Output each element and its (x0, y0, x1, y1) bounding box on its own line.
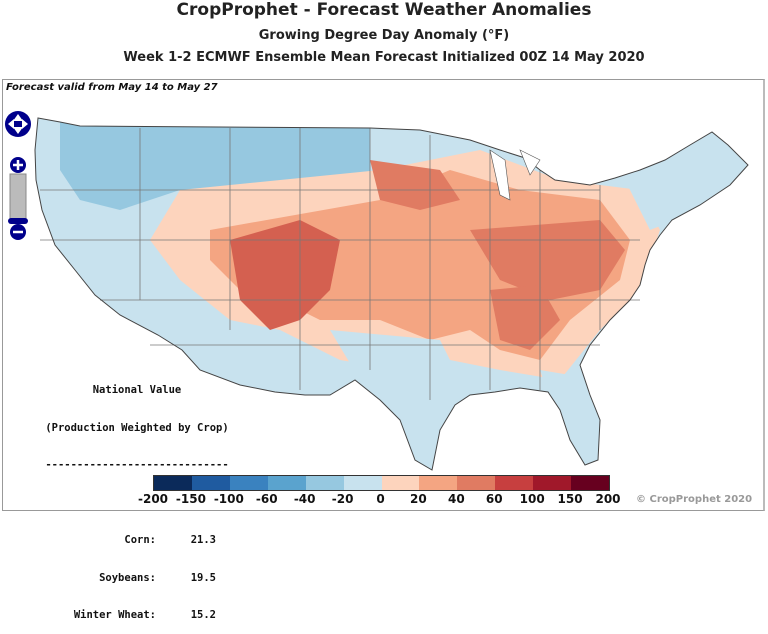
pan-right-icon[interactable] (22, 119, 28, 129)
zoom-out-button[interactable] (10, 224, 26, 240)
national-value-subheading: (Production Weighted by Crop) (45, 421, 229, 434)
zoom-slider-handle[interactable] (8, 218, 28, 224)
legend-swatch (381, 476, 420, 490)
legend-tick-label: -150 (175, 492, 206, 506)
legend-tick-label: 0 (376, 492, 385, 506)
national-value-heading: National Value (92, 384, 182, 396)
legend-tick-label: -200 (137, 492, 169, 506)
crop-label: Winter Wheat: (73, 609, 156, 621)
national-value-divider: ----------------------------- (45, 459, 229, 471)
legend-swatch (419, 476, 458, 490)
region-texas-cool (330, 330, 460, 440)
legend-swatch (495, 476, 534, 490)
region-upper-midwest-warm (370, 160, 460, 210)
crop-value: 19.5 (190, 571, 216, 584)
region-southwest-hot (230, 220, 340, 330)
national-value-row: Soybeans: 19.5 (22, 572, 252, 585)
crop-value: 15.2 (190, 609, 216, 621)
legend-tick-label: 60 (485, 492, 503, 506)
forecast-info: Week 1-2 ECMWF Ensemble Mean Forecast In… (123, 50, 645, 65)
color-legend-bar (153, 475, 610, 491)
legend-swatch (229, 476, 268, 490)
crop-value: 21.3 (190, 534, 216, 546)
forecast-valid-label: Forecast valid from May 14 to May 27 (6, 82, 218, 93)
legend-swatch (267, 476, 306, 490)
legend-swatch (305, 476, 344, 490)
legend-swatch (533, 476, 572, 490)
pan-left-icon[interactable] (8, 119, 14, 129)
pan-control[interactable] (5, 111, 31, 137)
legend-swatch (457, 476, 496, 490)
region-florida-cool (540, 370, 600, 470)
zoom-in-button[interactable] (10, 157, 26, 173)
page-subtitle: Growing Degree Day Anomaly (°F) (258, 28, 510, 43)
state-borders (40, 128, 640, 400)
legend-tick-label: 100 (519, 492, 545, 506)
national-value-row: Winter Wheat: 15.2 (22, 609, 252, 622)
legend-swatch (571, 476, 610, 490)
national-value-row: Corn: 21.3 (22, 534, 252, 547)
legend-tick-label: 20 (410, 492, 427, 506)
region-southeast-warm (490, 285, 560, 350)
legend-tick-label: -40 (293, 492, 316, 506)
pan-down-icon[interactable] (13, 127, 23, 134)
crop-label: Soybeans: (99, 571, 156, 584)
legend-tick-label: 200 (595, 492, 621, 506)
great-lakes (489, 149, 541, 201)
legend-tick-label: 40 (447, 492, 465, 506)
zoom-slider[interactable] (9, 173, 27, 223)
legend-swatch (154, 476, 192, 490)
region-california-cool (60, 250, 170, 330)
legend-tick-label: 150 (557, 492, 583, 506)
pan-up-icon[interactable] (13, 114, 23, 121)
crop-label: Corn: (124, 534, 156, 546)
legend-tick-label: -20 (331, 492, 354, 506)
legend-tick-label: -100 (213, 492, 244, 506)
page-title: CropProphet - Forecast Weather Anomalies (176, 0, 592, 20)
legend-swatch (191, 476, 230, 490)
color-legend-ticks: -200 -150 -100 -60 -40 -20 0 20 40 60 100 150 200 (138, 492, 621, 508)
us-county-map[interactable] (0, 0, 768, 515)
us-outline (34, 117, 749, 471)
zoom-in-icon (13, 160, 23, 170)
copyright: © CropProphet 2020 (636, 494, 753, 505)
map-frame[interactable] (2, 79, 765, 511)
legend-swatch (343, 476, 382, 490)
legend-tick-label: -60 (255, 492, 278, 506)
